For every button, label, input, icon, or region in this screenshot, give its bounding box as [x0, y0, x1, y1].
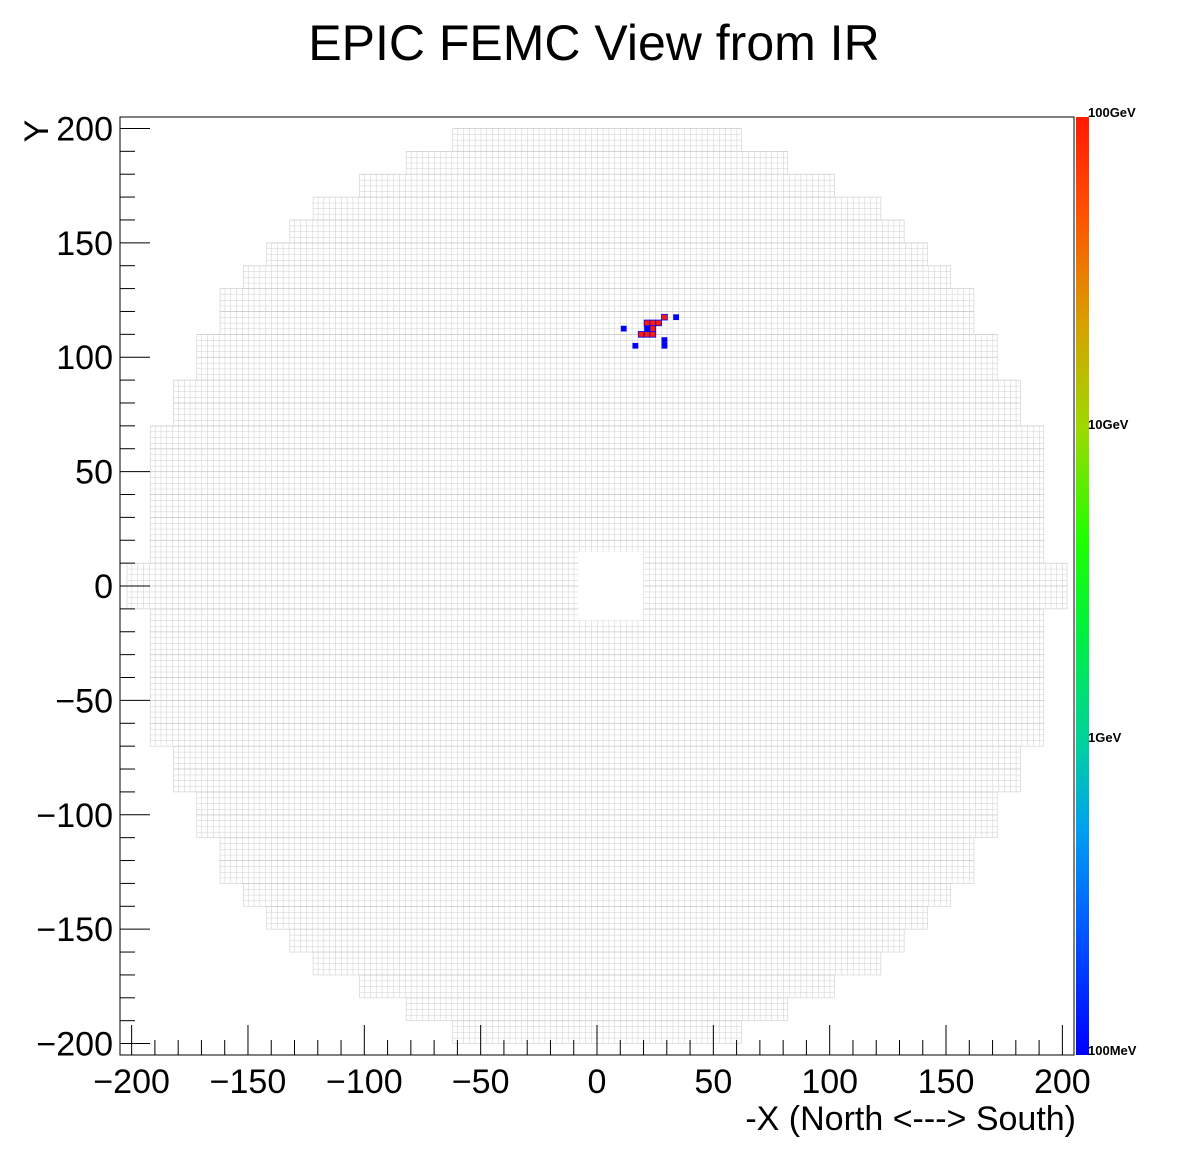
detector-row [289, 928, 905, 953]
y-tick-label: −200 [36, 1026, 113, 1064]
colorbar-label: 10GeV [1088, 417, 1129, 432]
y-tick-label: 50 [75, 454, 113, 492]
detector-row [219, 837, 975, 861]
detector-row [149, 494, 1045, 518]
colorbar [1076, 117, 1089, 1055]
detector-row [149, 722, 1045, 747]
colorbar-label: 100GeV [1088, 105, 1136, 120]
y-tick-label: 150 [56, 225, 113, 263]
detector-row [359, 974, 835, 999]
x-tick-label: −200 [93, 1063, 170, 1101]
detector-row [173, 379, 1021, 404]
x-tick-label: 100 [801, 1063, 858, 1101]
hit-cell [661, 337, 668, 343]
detector-row [243, 883, 951, 907]
hit-cell [644, 325, 650, 332]
detector-row [196, 791, 998, 816]
y-tick-label: −150 [36, 911, 113, 949]
detector-row [149, 471, 1045, 495]
x-tick-label: −50 [452, 1063, 510, 1101]
detector-row [173, 402, 1021, 427]
hit-cell [649, 325, 657, 332]
detector-row [149, 654, 1045, 678]
detector-row [405, 151, 789, 175]
hit-cell [661, 342, 668, 349]
x-tick-label: 0 [588, 1063, 607, 1101]
y-tick-label: −50 [55, 682, 113, 720]
detector-cells [126, 128, 1068, 1044]
detector-row [452, 128, 742, 152]
detector-row [312, 196, 882, 221]
hit-cell [655, 319, 662, 327]
y-axis-label: Y [18, 120, 56, 143]
x-tick-labels: −200 −150 −100 −50 0 50 100 150 200 [93, 1063, 1090, 1101]
hit-cell [649, 331, 657, 338]
beam-hole [578, 551, 644, 621]
y-tick-labels: −200 −150 −100 −50 0 50 100 150 200 [36, 110, 113, 1063]
y-tick-label: −100 [36, 797, 113, 835]
hit-cell [673, 314, 680, 321]
hit-cell [643, 331, 651, 338]
detector-row [149, 677, 1045, 701]
detector-row [219, 860, 975, 884]
detector-row [219, 288, 975, 312]
x-tick-label: 50 [694, 1063, 732, 1101]
hit-cell [643, 319, 651, 327]
detector-row [359, 173, 835, 198]
y-tick-label: 200 [56, 110, 113, 148]
detector-row [196, 334, 998, 358]
detector-row [266, 242, 928, 267]
detector-row [289, 219, 905, 244]
x-tick-label: −100 [326, 1063, 403, 1101]
detector-row [312, 951, 882, 976]
detector-row [405, 997, 789, 1021]
detector-row [243, 265, 951, 289]
x-tick-label: −150 [210, 1063, 287, 1101]
y-tick-label: 100 [56, 339, 113, 377]
colorbar-label: 1GeV [1088, 730, 1122, 745]
detector-row [173, 745, 1021, 770]
detector-row [196, 356, 998, 381]
hit-cell [637, 331, 645, 338]
x-tick-label: 150 [918, 1063, 975, 1101]
detector-row [149, 425, 1045, 450]
y-tick-label: 0 [94, 568, 113, 606]
hit-cell [649, 319, 657, 327]
axis-ticks [120, 127, 1063, 1055]
hit-cell [620, 325, 627, 332]
energy-hits [620, 313, 680, 349]
hit-cell [632, 342, 639, 349]
detector-row [173, 768, 1021, 793]
chart-title: EPIC FEMC View from IR [308, 15, 879, 71]
detector-row [149, 517, 1045, 541]
x-tick-label: 200 [1034, 1063, 1091, 1101]
detector-row [219, 311, 975, 335]
hit-cell [661, 313, 668, 321]
detector-row [266, 905, 928, 930]
x-axis-label: -X (North <---> South) [745, 1100, 1076, 1138]
colorbar-label: 100MeV [1088, 1043, 1137, 1058]
detector-row [149, 631, 1045, 655]
colorbar-labels: 100GeV 10GeV 1GeV 100MeV [1088, 105, 1137, 1058]
detector-row [196, 814, 998, 838]
detector-row [149, 448, 1045, 472]
detector-row [149, 700, 1045, 724]
